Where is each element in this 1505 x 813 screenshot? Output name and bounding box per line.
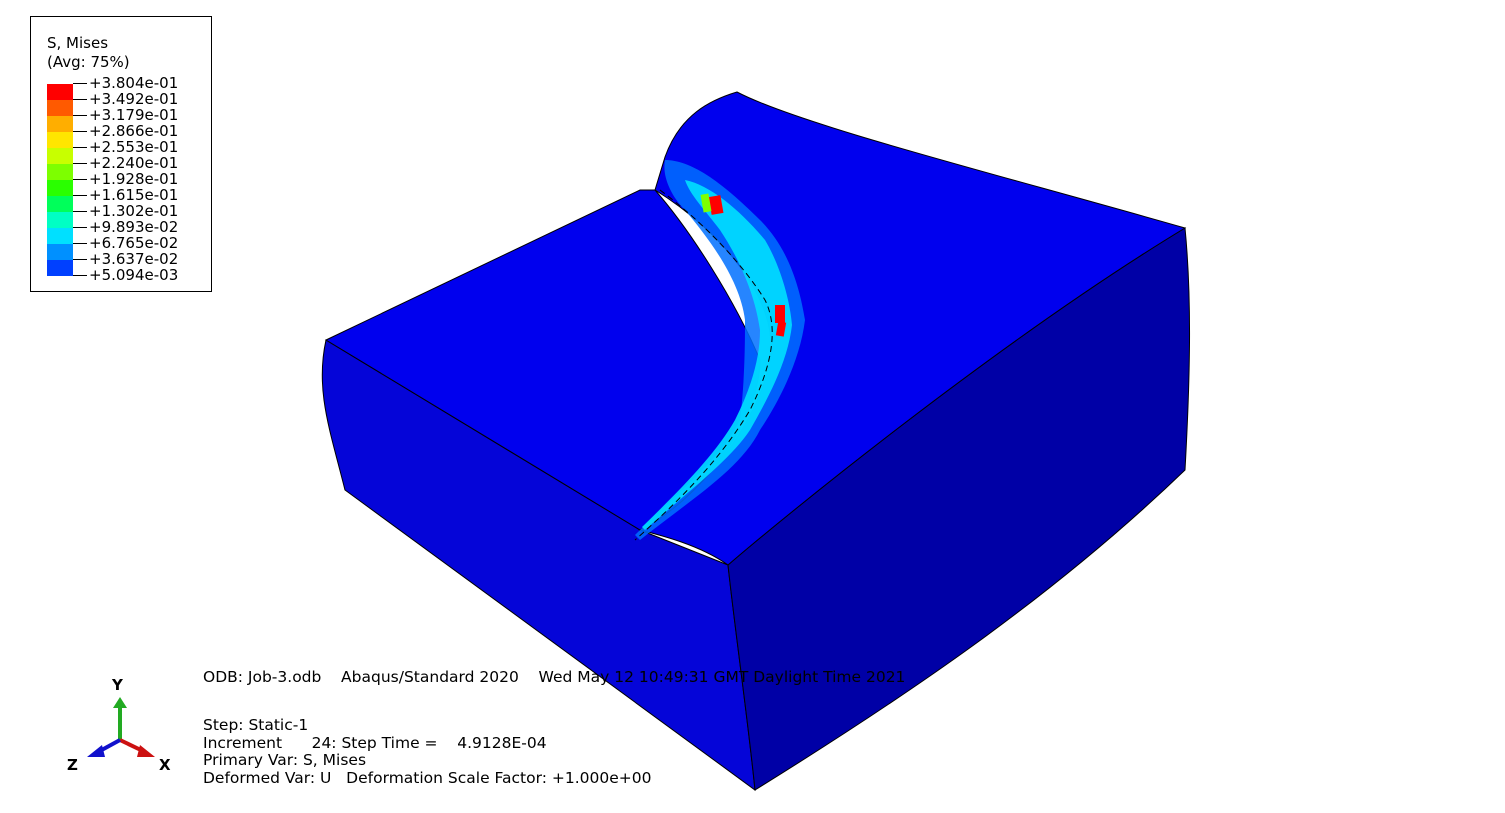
triad-label-y: Y [112, 676, 123, 694]
triad-label-z: Z [67, 756, 78, 774]
legend-level-label: +2.553e-01 [73, 139, 178, 155]
crack-contour-core [642, 180, 792, 530]
legend-level-label: +3.492e-01 [73, 91, 178, 107]
odb-info-line: ODB: Job-3.odb Abaqus/Standard 2020 Wed … [203, 668, 906, 686]
crack-line [634, 189, 773, 541]
deformed-var-line: Deformed Var: U Deformation Scale Factor… [203, 769, 652, 787]
legend-title-variable: S, Mises [47, 34, 109, 52]
increment-line: Increment 24: Step Time = 4.9128E-04 [203, 734, 547, 752]
legend-level-label: +3.179e-01 [73, 107, 178, 123]
hotspot-2-b [775, 321, 787, 337]
primary-var-line: Primary Var: S, Mises [203, 751, 367, 769]
contour-legend: S, Mises (Avg: 75%) +3.804e-01 +3.492e-01… [30, 16, 212, 292]
legend-level-label: +9.893e-02 [73, 219, 178, 235]
legend-color-bar [47, 84, 73, 276]
legend-level-label: +2.866e-01 [73, 123, 178, 139]
hotspot-2 [775, 305, 785, 323]
legend-swatch [47, 260, 73, 276]
triad-label-x: X [159, 756, 171, 774]
legend-swatch [47, 164, 73, 180]
legend-level-label: +2.240e-01 [73, 155, 178, 171]
legend-swatch [47, 132, 73, 148]
legend-level-label: +6.765e-02 [73, 235, 178, 251]
legend-swatch [47, 244, 73, 260]
legend-swatch [47, 100, 73, 116]
hotspot-1 [708, 195, 724, 215]
legend-level-label: +3.804e-01 [73, 75, 178, 91]
legend-level-label: +5.094e-03 [73, 267, 178, 283]
triad-arrow-y [113, 697, 127, 708]
legend-level-label: +3.637e-02 [73, 251, 178, 267]
legend-swatch [47, 228, 73, 244]
step-line: Step: Static-1 [203, 716, 309, 734]
legend-swatch [47, 116, 73, 132]
legend-level-label: +1.302e-01 [73, 203, 178, 219]
legend-swatch [47, 148, 73, 164]
triad-arrow-z [87, 745, 105, 757]
triad-arrow-x [137, 745, 155, 757]
legend-title: S, Mises (Avg: 75%) [47, 34, 130, 72]
hotspot-1-halo [700, 193, 712, 213]
legend-swatch [47, 180, 73, 196]
legend-title-averaging: (Avg: 75%) [47, 53, 130, 71]
legend-swatch [47, 84, 73, 100]
legend-labels: +3.804e-01 +3.492e-01 +3.179e-01 +2.866e-01… [73, 75, 178, 283]
legend-swatch [47, 196, 73, 212]
legend-level-label: +1.928e-01 [73, 171, 178, 187]
legend-level-label: +1.615e-01 [73, 187, 178, 203]
legend-swatch [47, 212, 73, 228]
